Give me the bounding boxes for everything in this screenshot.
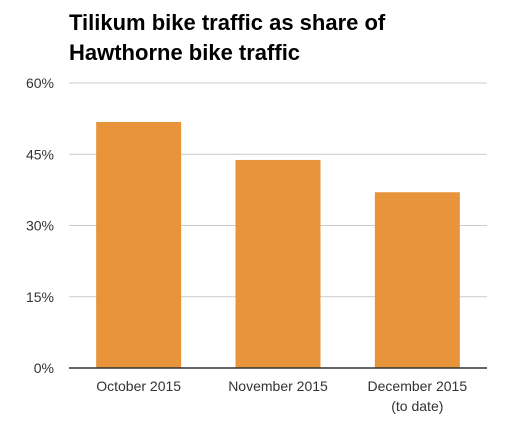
- y-tick-label: 0%: [34, 360, 54, 376]
- y-tick-label: 60%: [26, 75, 54, 91]
- x-tick-label: October 2015: [96, 378, 181, 394]
- x-tick-label: December 2015: [368, 378, 468, 394]
- bar: [96, 121, 182, 368]
- y-tick-label: 15%: [26, 289, 54, 305]
- bar: [235, 159, 321, 368]
- bar: [374, 192, 460, 368]
- chart-title: Tilikum bike traffic as share of Hawthor…: [69, 10, 386, 65]
- y-tick-label: 45%: [26, 146, 54, 162]
- x-tick-label: (to date): [391, 398, 443, 414]
- y-tick-label: 30%: [26, 218, 54, 234]
- x-tick-label: November 2015: [228, 378, 328, 394]
